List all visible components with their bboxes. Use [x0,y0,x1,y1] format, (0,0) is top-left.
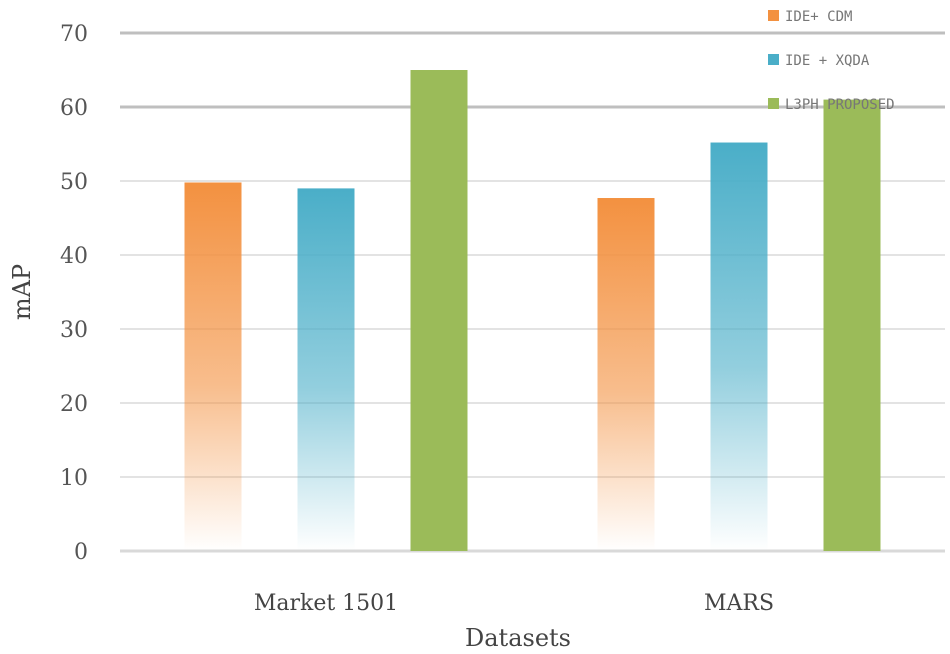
legend-swatch-0 [768,10,779,21]
x-category-label: MARS [704,591,774,616]
y-tick-label: 0 [74,540,88,565]
bar-1-0 [597,198,655,551]
bar-1-1 [710,142,768,551]
y-tick-label: 60 [60,96,88,121]
gridlines [120,31,945,553]
legend-label-2: L3PH PROPOSED [785,97,895,113]
x-axis-categories: Market 1501 MARS [254,591,774,616]
bar-0-1 [297,188,355,551]
y-tick-label: 40 [60,244,88,269]
bar-1-2 [823,99,881,551]
bars [184,70,881,552]
x-category-label: Market 1501 [254,591,398,616]
legend-swatch-1 [768,54,779,65]
legend: IDE+ CDM IDE + XQDA L3PH PROPOSED [768,9,895,113]
legend-label-0: IDE+ CDM [785,9,852,25]
y-tick-label: 10 [60,466,88,491]
bar-0-2 [410,70,468,551]
y-tick-label: 20 [60,392,88,417]
legend-label-1: IDE + XQDA [785,53,870,69]
legend-swatch-2 [768,98,779,109]
y-tick-label: 50 [60,170,88,195]
bar-0-0 [184,182,242,552]
x-axis-title: Datasets [465,624,571,652]
y-tick-label: 30 [60,318,88,343]
y-axis-title: mAP [8,264,36,320]
y-axis-ticks: 0 10 20 30 40 50 60 70 [60,22,88,565]
y-tick-label: 70 [60,22,88,47]
